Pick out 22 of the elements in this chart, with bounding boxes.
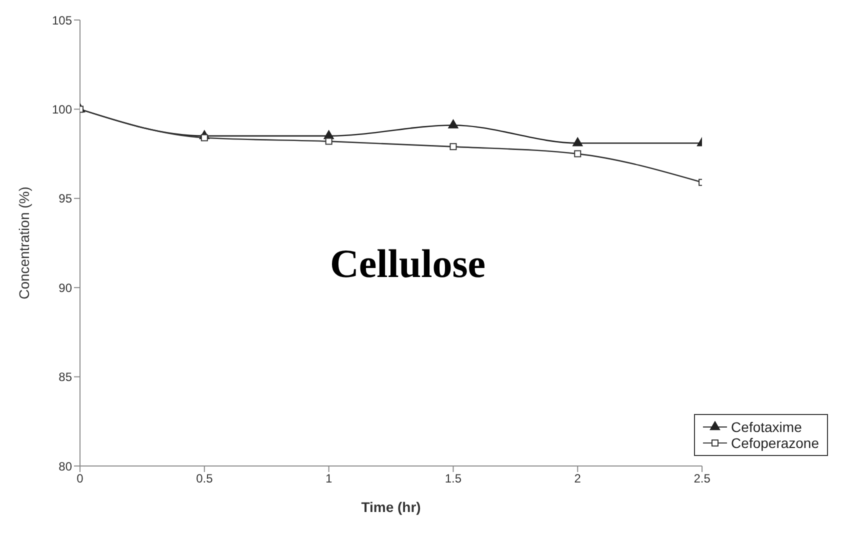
y-axis-title: Concentration (%) bbox=[16, 186, 32, 300]
y-tick-label: 80 bbox=[58, 459, 72, 474]
y-tick-label: 90 bbox=[58, 280, 72, 295]
point bbox=[325, 138, 332, 145]
x-tick-label: 2 bbox=[574, 472, 582, 486]
y-tick-label: 85 bbox=[58, 370, 72, 384]
x-tick-label: 2.5 bbox=[694, 472, 711, 486]
annotation: Cellulose bbox=[330, 240, 486, 287]
x-tick-label: 0 bbox=[76, 472, 84, 486]
point bbox=[574, 150, 582, 158]
x-axis-title: Time (hr) bbox=[361, 499, 421, 515]
point bbox=[450, 143, 457, 150]
legend-label: Cefotaxime bbox=[731, 419, 802, 435]
x-tick-label: 1.5 bbox=[444, 472, 462, 486]
point bbox=[572, 137, 583, 146]
legend-label: Cefoperazone bbox=[731, 435, 819, 451]
x-tick-label: 0.5 bbox=[196, 472, 214, 486]
y-tick-label: 100 bbox=[52, 102, 72, 116]
point bbox=[448, 119, 458, 128]
x-tick-label: 1 bbox=[325, 472, 332, 486]
y-tick-label: 105 bbox=[52, 13, 72, 28]
y-tick-label: 95 bbox=[58, 192, 72, 206]
